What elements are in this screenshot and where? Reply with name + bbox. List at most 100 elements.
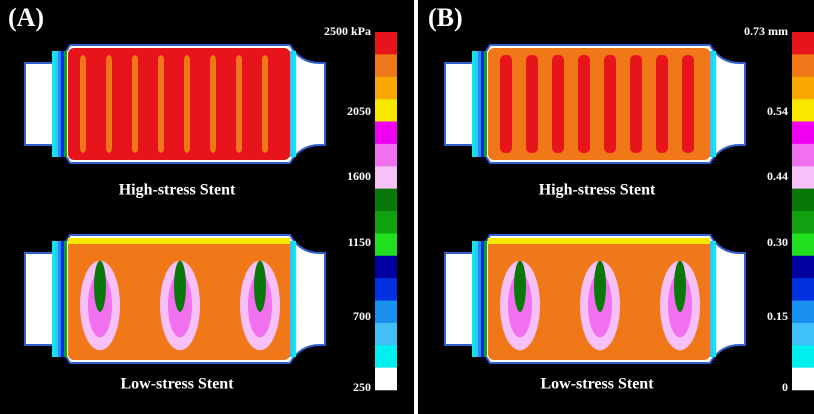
colorbar-swatch [375,211,397,234]
colorbar-label: 0.54 [767,104,788,118]
contour-band [52,241,55,357]
contour-stripe [630,55,642,153]
colorbar-swatch [792,32,814,55]
contour-body [488,48,710,160]
colorbar-swatch [792,99,814,122]
colorbar-swatch [792,256,814,279]
vessel [25,235,325,363]
colorbar-swatch [375,54,397,77]
contour-zone [174,261,186,312]
contour-zone [514,261,526,312]
colorbar-swatch [792,301,814,324]
contour-band [55,51,58,157]
colorbar-swatch [375,301,397,324]
colorbar-label: 2050 [347,104,371,118]
colorbar-label: 250 [353,380,371,394]
contour-stripe [526,55,538,153]
contour-band [710,51,713,157]
contour-stripe [132,55,138,153]
colorbar-swatch [792,278,814,301]
contour-stripe [604,55,616,153]
contour-band [61,51,64,157]
contour-band [52,51,55,157]
contour-band [293,241,296,357]
contour-stripe [236,55,242,153]
contour-stripe [682,55,694,153]
caption: Low-stress Stent [540,376,654,393]
colorbar-swatch [792,77,814,100]
divider [414,0,418,414]
colorbar-swatch [375,122,397,145]
contour-band [475,51,478,157]
contour-band [481,241,484,357]
contour-band [472,51,475,157]
contour-zone [254,261,266,312]
contour-zone [594,261,606,312]
contour-stripe [210,55,216,153]
colorbar-swatch [792,144,814,167]
colorbar-swatch [792,211,814,234]
colorbar-label: 0.30 [767,235,788,249]
contour-band [55,241,58,357]
contour-band [710,241,713,357]
colorbar-swatch [375,99,397,122]
colorbar-swatch [375,278,397,301]
figure: (A)High-stress StentLow-stress Stent2500… [0,0,814,414]
contour-band [290,241,293,357]
contour-stripe [184,55,190,153]
colorbar-swatch [792,166,814,189]
contour-stripe [656,55,668,153]
contour-band [58,241,61,357]
colorbar-swatch [792,189,814,212]
vessel [445,235,745,363]
colorbar-swatch [792,122,814,145]
contour-zone [94,261,106,312]
colorbar-swatch [792,54,814,77]
contour-band [478,241,481,357]
contour-stripe [262,55,268,153]
contour-band [713,51,716,157]
contour-band [478,51,481,157]
contour-band [64,51,67,157]
colorbar-label: 0.15 [767,309,788,323]
contour-stripe [500,55,512,153]
colorbar-swatch [375,323,397,346]
contour-band [713,241,716,357]
colorbar-swatch [375,368,397,391]
colorbar-label: 0.44 [767,169,788,183]
vessel [25,45,325,163]
colorbar-swatch [375,144,397,167]
contour-stripe [80,55,86,153]
colorbar-swatch [375,345,397,368]
contour-band [293,51,296,157]
colorbar-swatch [375,32,397,55]
colorbar-swatch [792,233,814,256]
contour-zone [68,238,290,244]
colorbar-swatch [375,166,397,189]
colorbar-unit: 2500 kPa [324,24,371,38]
contour-band [58,51,61,157]
colorbar-label: 1150 [348,235,371,249]
contour-band [481,51,484,157]
contour-band [64,241,67,357]
colorbar-label: 700 [353,309,371,323]
colorbar-label: 0 [782,380,788,394]
colorbar-swatch [375,77,397,100]
caption: Low-stress Stent [120,376,234,393]
contour-band [61,241,64,357]
contour-zone [488,238,710,244]
contour-stripe [578,55,590,153]
colorbar-unit: 0.73 mm [744,24,788,38]
colorbar-swatch [792,323,814,346]
caption: High-stress Stent [539,182,656,199]
contour-stripe [158,55,164,153]
vessel [445,45,745,163]
contour-stripe [552,55,564,153]
contour-stripe [106,55,112,153]
colorbar-swatch [375,233,397,256]
contour-zone [674,261,686,312]
contour-band [484,51,487,157]
contour-band [290,51,293,157]
colorbar-swatch [792,345,814,368]
contour-band [472,241,475,357]
